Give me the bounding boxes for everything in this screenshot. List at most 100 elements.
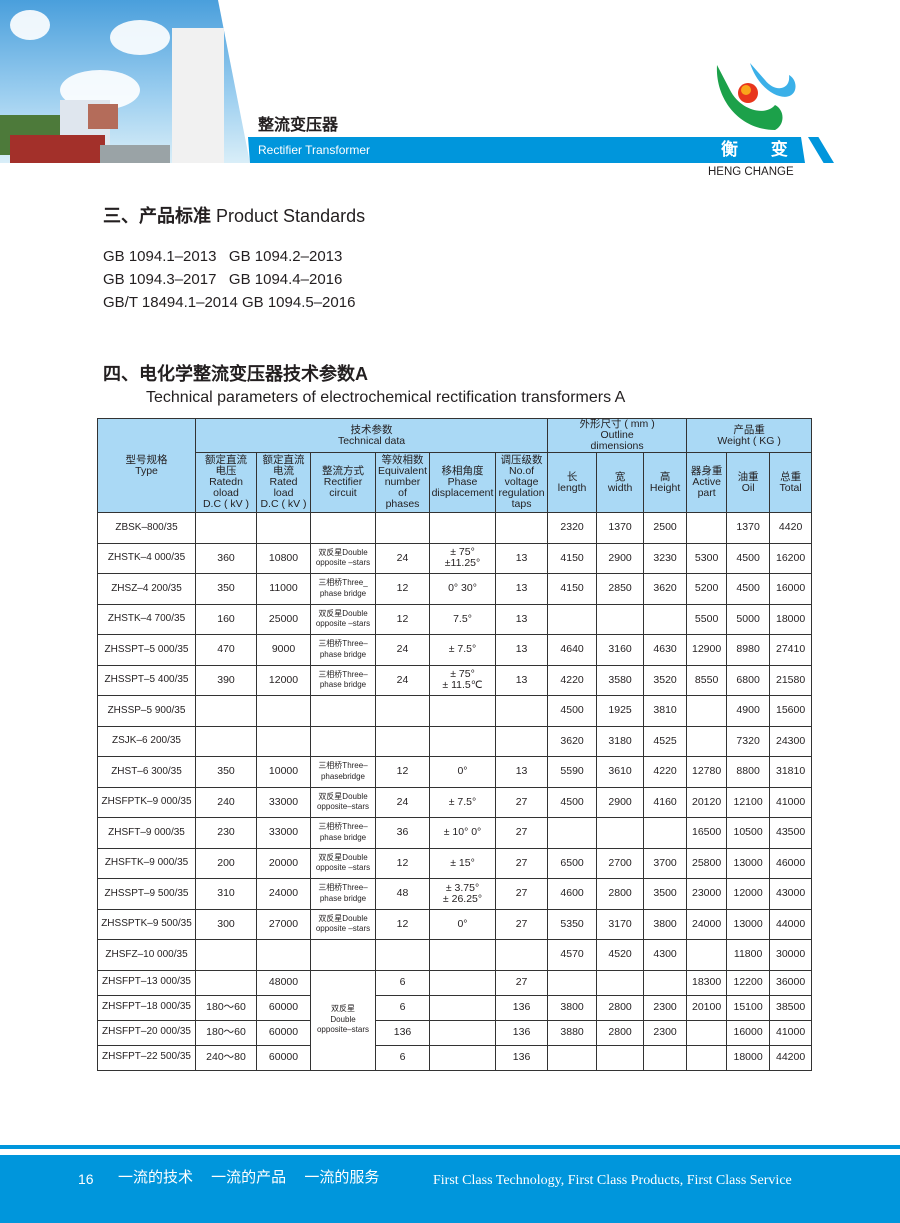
table-cell: 350: [195, 573, 257, 605]
table-cell: [375, 512, 430, 544]
table-cell: 4500: [726, 542, 771, 575]
table-cell: 24: [375, 786, 430, 819]
table-cell: 16000: [769, 573, 813, 605]
table-cell: 1925: [596, 695, 645, 727]
table-cell: 三相桥Three– phase bridge: [310, 664, 376, 697]
table-cell: 5350: [547, 908, 598, 941]
table-cell: [429, 725, 496, 758]
column-header: 移相角度 Phase displacement: [429, 452, 496, 514]
table-cell: 4160: [643, 786, 688, 819]
table-cell: 三相桥Three– phasebridge: [310, 756, 376, 788]
model-cell: ZHSSPT–5 000/35: [97, 634, 196, 666]
header-bar: Rectifier Transformer: [248, 137, 708, 163]
table-cell: 6500: [547, 847, 598, 880]
table-cell: [686, 1019, 728, 1046]
table-cell: ± 75° ±11.25°: [429, 542, 496, 575]
column-header: 调压级数 No.of voltage regulation taps: [494, 452, 549, 514]
table-row: ZBSK–800/35 2320 1370 2500 1370 4420: [97, 512, 813, 544]
table-cell: 27: [494, 969, 549, 996]
table-cell: 60000: [256, 1019, 311, 1046]
table-cell: 双反星Double opposite –stars: [310, 847, 376, 880]
table-cell: 44000: [769, 908, 813, 941]
model-cell: ZHSFPT–20 000/35: [97, 1019, 196, 1046]
table-cell: 27: [494, 847, 549, 880]
table-cell: 2320: [547, 512, 598, 544]
column-header: 额定直流 电压 Ratedn oload D.C ( kV ): [195, 452, 257, 514]
table-cell: 12200: [726, 969, 771, 996]
table-cell: [596, 817, 645, 849]
table-cell: [686, 939, 728, 971]
table-cell: [643, 969, 688, 996]
table-cell: 10000: [256, 756, 311, 788]
table-cell: 2900: [596, 786, 645, 819]
table-cell: 24300: [769, 725, 813, 758]
model-cell: ZHSFTK–9 000/35: [97, 847, 196, 880]
table-cell: 12: [375, 847, 430, 880]
table-cell: 2300: [643, 994, 688, 1021]
table-cell: [429, 939, 496, 971]
model-cell: ZHSFPT–13 000/35: [97, 969, 196, 996]
table-cell: 6: [375, 994, 430, 1021]
table-cell: 4150: [547, 542, 598, 575]
table-cell: 0° 30°: [429, 573, 496, 605]
table-cell: 390: [195, 664, 257, 697]
table-cell: [643, 1044, 688, 1071]
table-row: ZHSFZ–10 000/35 4570 4520 4300 11800 30000: [97, 939, 813, 971]
table-cell: [429, 994, 496, 1021]
column-header: 器身重 Active part: [686, 452, 728, 514]
table-cell: [596, 969, 645, 996]
table-cell: 5500: [686, 603, 728, 636]
table-cell: [195, 725, 257, 758]
table-cell: [310, 725, 376, 758]
table-cell: 三相桥Three– phase bridge: [310, 817, 376, 849]
table-cell: 8550: [686, 664, 728, 697]
table-cell: [429, 1019, 496, 1046]
table-row: ZHSSPT–9 500/35 310 24000 三相桥Three– phase b…: [97, 878, 813, 910]
table-cell: 24: [375, 634, 430, 666]
table-cell: 36: [375, 817, 430, 849]
table-cell: 2700: [596, 847, 645, 880]
table-cell: ± 7.5°: [429, 634, 496, 666]
table-cell: 6: [375, 969, 430, 996]
table-cell: 4300: [643, 939, 688, 971]
header-weight: 产品重 Weight ( KG ): [686, 417, 813, 454]
column-header: 长 length: [547, 452, 598, 514]
brand-en: HENG CHANGE: [708, 166, 794, 178]
table-cell: 4420: [769, 512, 813, 544]
footer-slogan-cn: 一流的技术 一流的产品 一流的服务: [118, 1169, 380, 1186]
table-cell: 136: [494, 994, 549, 1021]
table-row: ZHSTK–4 000/35 360 10800 双反星Double opposite…: [97, 542, 813, 575]
table-cell: 三相桥Three– phase bridge: [310, 878, 376, 910]
footer: 16 一流的技术 一流的产品 一流的服务 First Class Technol…: [0, 1155, 900, 1223]
table-cell: 12: [375, 756, 430, 788]
table-cell: 48: [375, 878, 430, 910]
table-row: ZHSFPTK–9 000/35 240 33000 双反星Double opposi…: [97, 786, 813, 819]
table-cell: 0°: [429, 908, 496, 941]
table-cell: [375, 695, 430, 727]
table-cell: 23000: [686, 878, 728, 910]
table-cell: 11800: [726, 939, 771, 971]
table-cell: 12: [375, 573, 430, 605]
table-cell: 6: [375, 1044, 430, 1071]
table-cell: [195, 969, 257, 996]
table-cell: 38500: [769, 994, 813, 1021]
table-cell: 13: [494, 573, 549, 605]
table-cell: 3620: [547, 725, 598, 758]
standard-line: GB 1094.3–2017 GB 1094.4–2016: [103, 271, 343, 288]
table-cell: [686, 695, 728, 727]
table-cell: [686, 1044, 728, 1071]
table-cell: 300: [195, 908, 257, 941]
table-cell: 三相桥Three_ phase bridge: [310, 573, 376, 605]
table-cell: 9000: [256, 634, 311, 666]
table-row: ZHSFTK–9 000/35 200 20000 双反星Double opposit…: [97, 847, 813, 880]
standard-line: GB 1094.1–2013 GB 1094.2–2013: [103, 248, 343, 265]
model-cell: ZHSSP–5 900/35: [97, 695, 196, 727]
table-cell: 350: [195, 756, 257, 788]
model-cell: ZHSFT–9 000/35: [97, 817, 196, 849]
section4-title-cn: 四、电化学整流变压器技术参数A: [103, 364, 368, 384]
table-cell: 4500: [547, 786, 598, 819]
table-cell: 240～80: [195, 1044, 257, 1071]
column-header: 等效相数 Equivalent number of phases: [375, 452, 430, 514]
column-header: 整流方式 Rectifier circuit: [310, 452, 376, 514]
table-cell: [429, 512, 496, 544]
